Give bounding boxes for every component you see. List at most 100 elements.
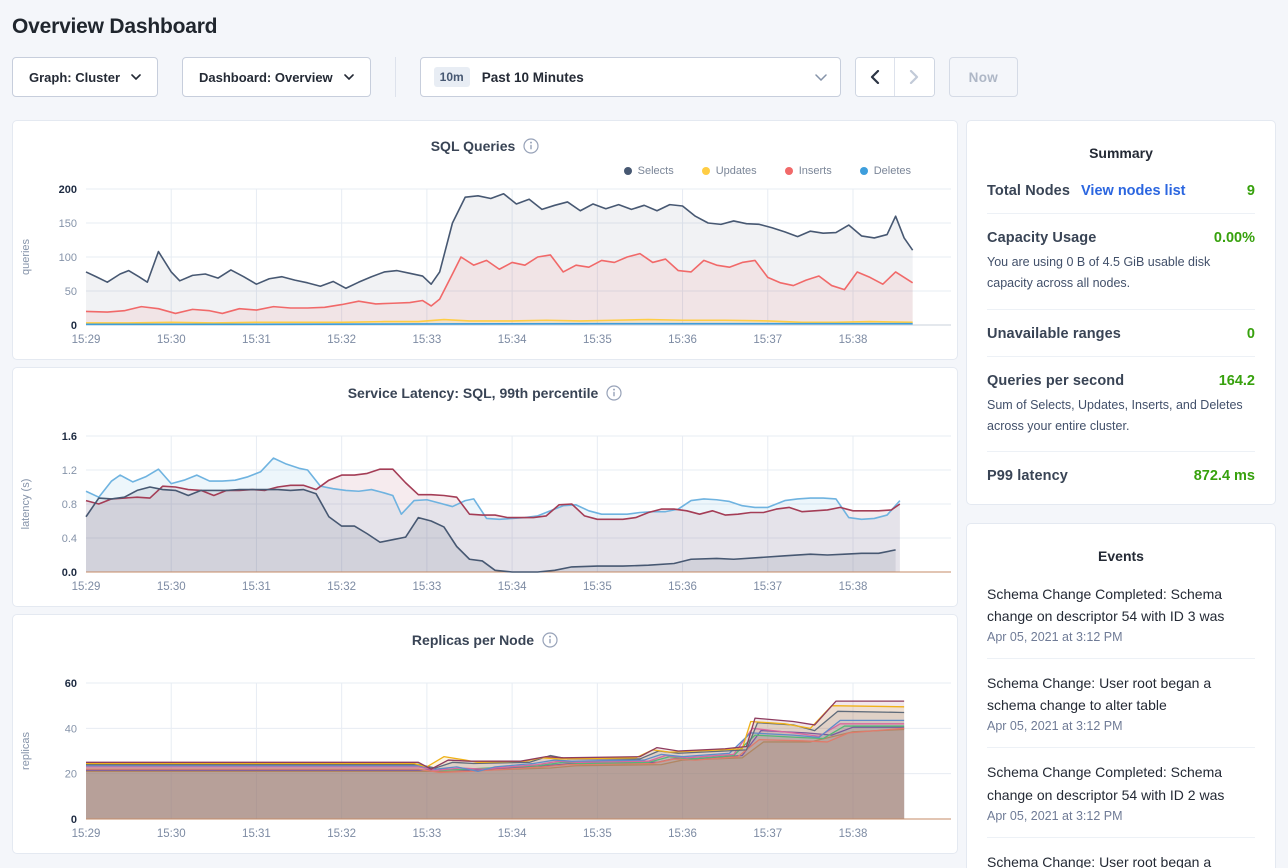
- svg-text:15:33: 15:33: [412, 581, 441, 593]
- svg-text:15:37: 15:37: [753, 581, 782, 593]
- events-panel: Events Schema Change Completed: Schema c…: [966, 523, 1276, 868]
- info-icon[interactable]: [606, 385, 622, 401]
- svg-text:15:32: 15:32: [327, 334, 356, 346]
- svg-text:0: 0: [71, 320, 77, 332]
- summary-row-capacity-usage: Capacity Usage 0.00% You are using 0 B o…: [987, 214, 1255, 310]
- summary-row-unavailable-ranges: Unavailable ranges 0: [987, 310, 1255, 357]
- svg-text:0.4: 0.4: [62, 533, 77, 545]
- svg-text:15:32: 15:32: [327, 828, 356, 840]
- summary-panel: Summary Total Nodes View nodes list 9 Ca…: [966, 120, 1276, 505]
- replicas-per-node-panel: Replicas per Node 0 20 40 60 15:29 15:30 15:31…: [12, 614, 958, 854]
- service-latency-panel: Service Latency: SQL, 99th percentile 0.…: [12, 367, 958, 607]
- svg-text:20: 20: [65, 769, 77, 781]
- svg-text:150: 150: [59, 218, 77, 230]
- svg-text:15:35: 15:35: [583, 581, 612, 593]
- svg-text:15:36: 15:36: [668, 828, 697, 840]
- sql-queries-panel: SQL Queries Selects Updates Inserts Dele…: [12, 120, 958, 360]
- svg-text:15:34: 15:34: [498, 828, 527, 840]
- svg-text:15:33: 15:33: [412, 828, 441, 840]
- legend-item-deletes: Deletes: [859, 165, 911, 177]
- event-timestamp: Apr 05, 2021 at 3:12 PM: [987, 808, 1123, 823]
- time-range-dropdown[interactable]: 10m Past 10 Minutes: [419, 57, 841, 97]
- svg-text:15:38: 15:38: [839, 828, 868, 840]
- total-nodes-value: 9: [1246, 183, 1255, 199]
- svg-text:1.2: 1.2: [62, 465, 77, 477]
- updates-dot-icon: [701, 167, 710, 175]
- deletes-dot-icon: [859, 167, 868, 175]
- summary-row-p99-latency: P99 latency 872.4 ms: [987, 468, 1255, 484]
- event-item: Schema Change: User root began a schema …: [987, 659, 1255, 749]
- time-range-label: Past 10 Minutes: [481, 69, 584, 85]
- sidebar: Summary Total Nodes View nodes list 9 Ca…: [966, 120, 1276, 868]
- dashboard-dropdown[interactable]: Dashboard: Overview: [182, 57, 371, 97]
- event-timestamp: Apr 05, 2021 at 3:12 PM: [987, 719, 1123, 734]
- svg-text:15:31: 15:31: [242, 581, 271, 593]
- svg-text:15:35: 15:35: [583, 828, 612, 840]
- svg-text:50: 50: [65, 286, 77, 298]
- charts-column: SQL Queries Selects Updates Inserts Dele…: [12, 120, 958, 854]
- page-title: Overview Dashboard: [12, 15, 218, 38]
- svg-text:100: 100: [59, 252, 77, 264]
- chevron-down-icon: [343, 74, 354, 80]
- svg-text:15:30: 15:30: [157, 581, 186, 593]
- chevron-left-icon: [870, 70, 879, 84]
- svg-text:15:38: 15:38: [839, 581, 868, 593]
- svg-text:15:34: 15:34: [498, 581, 527, 593]
- svg-text:15:37: 15:37: [753, 828, 782, 840]
- summary-title: Summary: [1089, 145, 1153, 161]
- capacity-usage-desc: You are using 0 B of 4.5 GiB usable disk…: [987, 255, 1211, 291]
- chevron-right-icon: [910, 70, 919, 84]
- svg-text:0.8: 0.8: [62, 499, 77, 511]
- events-title: Events: [1098, 548, 1144, 564]
- svg-text:15:31: 15:31: [242, 334, 271, 346]
- time-next-button: [894, 58, 934, 96]
- capacity-usage-value: 0.00%: [1213, 230, 1255, 246]
- chevron-down-icon: [814, 73, 827, 81]
- svg-text:15:37: 15:37: [753, 334, 782, 346]
- event-item: Schema Change Completed: Schema change o…: [987, 748, 1255, 838]
- time-prev-button[interactable]: [855, 58, 895, 96]
- chart-title: SQL Queries: [430, 138, 516, 154]
- legend-item-updates: Updates: [701, 165, 757, 177]
- svg-text:15:29: 15:29: [72, 581, 101, 593]
- time-range-badge: 10m: [433, 67, 470, 87]
- chevron-down-icon: [131, 74, 141, 80]
- svg-text:15:32: 15:32: [327, 581, 356, 593]
- svg-text:15:35: 15:35: [583, 334, 612, 346]
- svg-text:0: 0: [71, 814, 77, 826]
- dashboard-dropdown-label: Dashboard: Overview: [199, 69, 333, 85]
- svg-text:15:33: 15:33: [412, 334, 441, 346]
- sql-queries-chart: 0 50 100 150 200 15:29 15:30 15:31 15:32 15:33 15:…: [20, 184, 951, 346]
- summary-row-total-nodes: Total Nodes View nodes list 9: [987, 167, 1255, 214]
- svg-text:1.6: 1.6: [62, 431, 77, 443]
- event-item: Schema Change Completed: Schema change o…: [987, 570, 1255, 660]
- view-nodes-list-link[interactable]: View nodes list: [1081, 183, 1186, 199]
- svg-text:15:29: 15:29: [72, 828, 101, 840]
- svg-text:15:34: 15:34: [498, 334, 527, 346]
- main-content: SQL Queries Selects Updates Inserts Dele…: [12, 120, 1276, 868]
- qps-value: 164.2: [1218, 372, 1255, 389]
- summary-row-qps: Queries per second 164.2 Sum of Selects,…: [987, 357, 1255, 452]
- time-nav-group: [854, 57, 935, 97]
- svg-text:latency (s): latency (s): [20, 479, 32, 530]
- chart-title: Replicas per Node: [411, 632, 535, 648]
- graph-dropdown[interactable]: Graph: Cluster: [12, 57, 159, 97]
- legend-item-inserts: Inserts: [784, 165, 832, 177]
- svg-text:60: 60: [65, 678, 77, 690]
- chart-title: Service Latency: SQL, 99th percentile: [347, 385, 599, 401]
- svg-text:15:29: 15:29: [72, 334, 101, 346]
- svg-text:0.0: 0.0: [62, 567, 77, 579]
- svg-text:queries: queries: [20, 238, 32, 275]
- legend-item-selects: Selects: [623, 165, 674, 177]
- svg-text:200: 200: [59, 184, 77, 196]
- svg-text:15:38: 15:38: [839, 334, 868, 346]
- info-icon[interactable]: [523, 138, 539, 154]
- svg-text:15:30: 15:30: [157, 334, 186, 346]
- svg-text:15:31: 15:31: [242, 828, 271, 840]
- svg-text:15:36: 15:36: [668, 581, 697, 593]
- info-icon[interactable]: [542, 632, 558, 648]
- unavailable-ranges-value: 0: [1246, 325, 1255, 342]
- event-item: Schema Change: User root began a schema …: [987, 853, 1212, 868]
- chart-legend: Selects Updates Inserts Deletes: [623, 165, 911, 177]
